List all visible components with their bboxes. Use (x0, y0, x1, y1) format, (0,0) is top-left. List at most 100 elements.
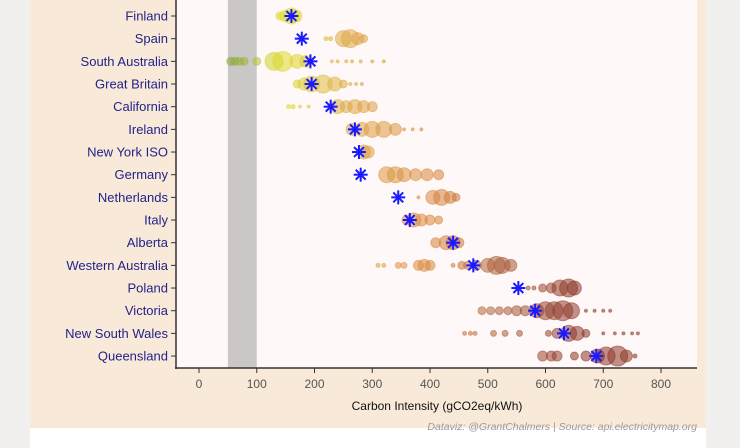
observation-bubble (298, 104, 303, 109)
observation-bubble (472, 330, 478, 336)
mean-marker-stroke (296, 33, 308, 45)
mean-marker (589, 349, 604, 364)
y-tick-label: New South Wales (65, 326, 168, 341)
x-axis-label: Carbon Intensity (gCO2eq/kWh) (352, 399, 523, 413)
observation-bubble (612, 331, 617, 336)
observation-bubble (494, 306, 504, 316)
y-tick-label: Victoria (125, 303, 169, 318)
mean-marker (402, 213, 417, 228)
observation-bubble (516, 329, 524, 337)
observation-bubble (359, 34, 369, 44)
observation-bubble (400, 261, 408, 269)
observation-bubble (531, 285, 537, 291)
mean-marker (511, 281, 526, 296)
mean-marker-stroke (285, 10, 298, 22)
mean-marker-stroke (558, 327, 570, 340)
observation-bubble (286, 104, 292, 110)
reference-band (227, 0, 257, 368)
observation-bubble (566, 280, 582, 296)
observation-bubble (504, 258, 518, 272)
x-tick-label: 0 (196, 377, 203, 391)
mean-marker-stroke (467, 259, 479, 272)
mean-marker (351, 145, 366, 160)
x-tick-label: 700 (593, 377, 613, 391)
y-tick-label: Italy (144, 213, 168, 228)
observation-bubble (344, 59, 349, 64)
mean-marker (294, 31, 309, 46)
mean-marker-stroke (447, 237, 459, 249)
mean-marker-stroke (404, 214, 416, 226)
observation-bubble (462, 330, 468, 336)
mean-marker (466, 258, 481, 273)
observation-bubble (410, 127, 415, 132)
observation-bubble (467, 330, 473, 336)
observation-bubble (581, 328, 591, 338)
observation-bubble (601, 331, 606, 336)
y-tick-label: South Australia (81, 54, 169, 69)
x-tick-label: 800 (651, 377, 671, 391)
x-tick-label: 600 (535, 377, 555, 391)
observation-bubble (621, 331, 626, 336)
observation-bubble (538, 283, 548, 293)
observation-bubble (329, 59, 334, 64)
observation-bubble (358, 59, 363, 64)
observation-bubble (348, 82, 353, 87)
mean-marker-stroke (325, 101, 337, 113)
observation-bubble (388, 122, 402, 136)
x-tick-label: 100 (247, 377, 267, 391)
observation-bubble (338, 79, 348, 89)
observation-bubble (569, 351, 579, 361)
observation-bubble (424, 259, 436, 271)
y-tick-label: Spain (135, 31, 168, 46)
observation-bubble (592, 308, 597, 313)
observation-bubble (477, 306, 487, 316)
observation-bubble (544, 329, 552, 337)
observation-bubble (583, 308, 588, 313)
observation-bubble (551, 350, 563, 362)
observation-bubble (290, 104, 296, 110)
observation-bubble (350, 59, 355, 64)
observation-bubble (608, 308, 613, 313)
mean-marker (347, 122, 362, 137)
y-tick-label: Poland (128, 281, 168, 296)
y-tick-label: Germany (115, 167, 169, 182)
mean-marker (353, 167, 368, 182)
observation-bubble (630, 331, 635, 336)
mean-marker (391, 190, 406, 205)
plot-area (176, 0, 697, 368)
observation-bubble (359, 82, 364, 87)
mean-marker (556, 326, 571, 341)
x-tick-label: 200 (304, 377, 324, 391)
observation-bubble (416, 195, 421, 200)
observation-bubble (409, 168, 423, 182)
observation-bubble (375, 262, 381, 268)
observation-bubble (402, 127, 407, 132)
observation-bubble (328, 36, 334, 42)
mean-marker-stroke (304, 55, 317, 67)
observation-bubble (419, 127, 424, 132)
mean-marker (528, 303, 543, 318)
mean-marker (446, 235, 461, 250)
caption: Dataviz: @GrantChalmers | Source: api.el… (427, 421, 697, 433)
observation-bubble (501, 329, 509, 337)
observation-bubble (635, 331, 640, 336)
observation-bubble (562, 302, 580, 320)
mean-marker-stroke (529, 305, 541, 317)
y-tick-label: Ireland (128, 122, 168, 137)
observation-bubble (370, 59, 375, 64)
mean-marker-stroke (353, 146, 365, 158)
observation-bubble (252, 56, 262, 66)
observation-bubble (306, 104, 311, 109)
mean-marker (323, 99, 338, 114)
observation-bubble (424, 214, 436, 226)
y-tick-label: Finland (125, 9, 168, 24)
observation-bubble (619, 349, 633, 363)
observation-bubble (451, 192, 461, 202)
observation-bubble (490, 329, 498, 337)
y-tick-label: Great Britain (95, 77, 168, 92)
observation-bubble (381, 262, 387, 268)
observation-bubble (433, 169, 445, 181)
x-tick-label: 300 (362, 377, 382, 391)
x-tick-label: 500 (478, 377, 498, 391)
